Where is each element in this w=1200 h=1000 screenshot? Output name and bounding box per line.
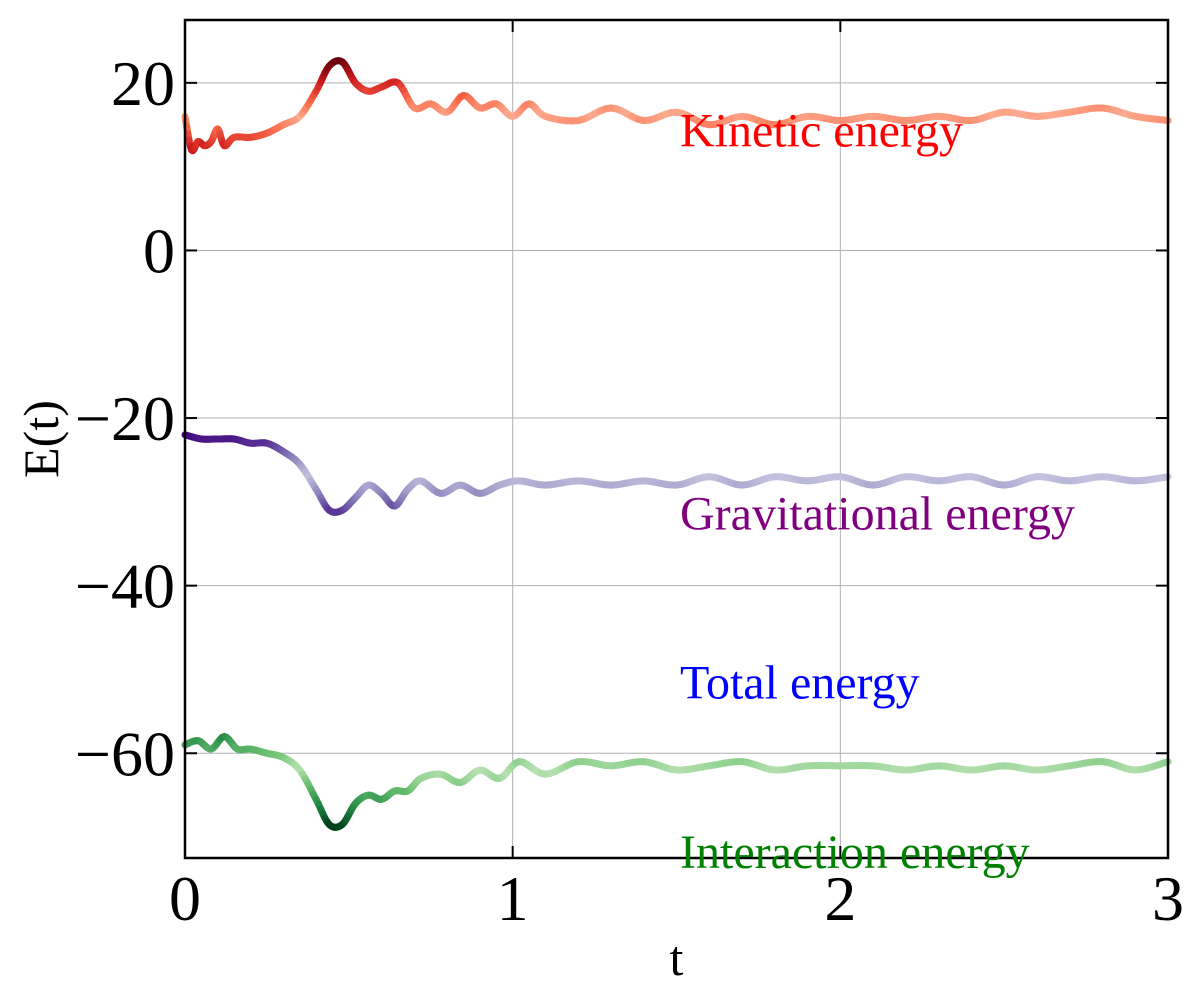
grid-layer <box>185 20 1168 858</box>
series-label: Kinetic energy <box>680 104 963 157</box>
y-tick-label: 20 <box>111 48 175 119</box>
y-tick-label: 0 <box>143 215 175 286</box>
label-layer: 0 1 2 3 20 0 −20 −40 −60 <box>75 48 1184 934</box>
x-tick-label: 2 <box>824 863 856 934</box>
tick-layer <box>184 20 1169 858</box>
x-tick-label: 0 <box>169 863 201 934</box>
series-label: Gravitational energy <box>680 488 1075 541</box>
y-axis-title: E(t) <box>13 400 69 478</box>
series-layer <box>181 57 1172 831</box>
series-label: Interaction energy <box>680 826 1030 879</box>
x-tick-label: 3 <box>1152 863 1184 934</box>
series-label: Total energy <box>680 657 920 710</box>
y-tick-label: −20 <box>75 383 175 454</box>
annotation-layer: Kinetic energy Gravitational energy Total … <box>680 104 1075 879</box>
x-axis-title: t <box>670 930 684 986</box>
plot-frame <box>183 18 1170 860</box>
y-tick-label: −60 <box>75 718 175 789</box>
x-tick-label: 1 <box>497 863 529 934</box>
y-tick-label: −40 <box>75 551 175 622</box>
